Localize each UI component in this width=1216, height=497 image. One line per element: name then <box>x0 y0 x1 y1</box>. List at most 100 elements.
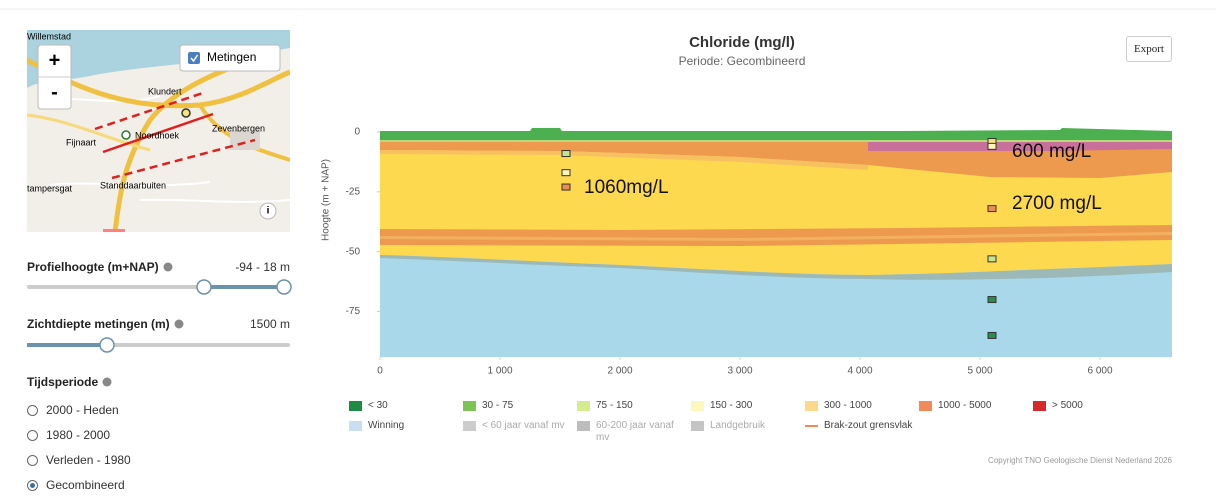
slider-value: -94 - 18 m <box>235 260 290 274</box>
map-marker <box>103 229 125 232</box>
legend-label: 150 - 300 <box>710 400 753 411</box>
measurement <box>987 205 997 213</box>
map-place: Willemstad <box>27 31 71 41</box>
legend-item[interactable]: 60-200 jaar vanaf mv <box>577 420 689 444</box>
period-option[interactable]: 1980 - 2000 <box>27 428 110 442</box>
slider-handle[interactable] <box>99 337 115 353</box>
measurement <box>987 331 997 339</box>
x-tick-label: 4 000 <box>847 366 872 377</box>
map-place: Noordhoek <box>135 130 180 140</box>
radio-button[interactable] <box>27 479 38 491</box>
radio-label[interactable]: 2000 - Heden <box>46 403 119 417</box>
legend-swatch <box>577 401 590 411</box>
checkbox[interactable] <box>188 52 200 64</box>
legend-swatch <box>463 421 476 431</box>
legend-swatch <box>349 401 362 411</box>
chart: Chloride (mg/l) Periode: Gecombineerd Ho… <box>321 34 1172 377</box>
zoom-out[interactable]: - <box>51 81 58 103</box>
chart-subtitle: Periode: Gecombineerd <box>679 54 806 68</box>
slider-handle[interactable] <box>276 279 292 295</box>
legend-label: > 5000 <box>1052 400 1083 411</box>
legend-swatch <box>691 421 704 431</box>
map-info-label[interactable]: i <box>267 206 270 217</box>
legend-item[interactable]: < 60 jaar vanaf mv <box>463 420 575 432</box>
period-label: Tijdsperiode <box>27 375 99 389</box>
measurement <box>987 296 997 304</box>
map-place: Zevenbergen <box>212 123 265 133</box>
layer-toggle-label[interactable]: Metingen <box>207 50 256 64</box>
legend-item[interactable]: Brak-zout grensvlak <box>805 420 917 432</box>
legend-item[interactable]: < 30 <box>349 400 461 412</box>
map-measurement[interactable] <box>181 108 191 118</box>
map-info[interactable] <box>259 202 277 220</box>
annotation: 600 mg/L <box>1012 141 1091 162</box>
radio-label[interactable]: Verleden - 1980 <box>46 453 131 467</box>
legend-swatch <box>919 401 932 411</box>
chart-title: Chloride (mg/l) <box>689 34 795 51</box>
map-town <box>230 130 260 150</box>
legend-item[interactable]: 300 - 1000 <box>805 400 917 412</box>
x-tick-label: 3 000 <box>727 366 752 377</box>
profile-buffer <box>111 138 256 180</box>
legend-label: < 60 jaar vanaf mv <box>482 420 565 431</box>
x-tick-label: 6 000 <box>1087 366 1112 377</box>
map[interactable]: Willemstad Klundert Noordhoek Fijnaart Z… <box>27 30 290 233</box>
slider-range <box>204 285 284 289</box>
layer-grey <box>380 255 1172 280</box>
legend-item[interactable]: 1000 - 5000 <box>919 400 1031 412</box>
period-option[interactable]: Verleden - 1980 <box>27 453 131 467</box>
layer-toggle[interactable] <box>179 44 281 72</box>
legend-item[interactable]: 150 - 300 <box>691 400 803 412</box>
legend-item[interactable]: > 5000 <box>1033 400 1145 412</box>
legend-item[interactable]: 30 - 75 <box>463 400 575 412</box>
radio-label[interactable]: Gecombineerd <box>46 478 125 492</box>
slider-handle[interactable] <box>196 279 212 295</box>
copyright: Copyright TNO Geologische Dienst Nederla… <box>988 456 1172 465</box>
map-measurement[interactable] <box>121 130 131 140</box>
slider-label: Zichtdiepte metingen (m) <box>27 317 170 331</box>
radio-button[interactable] <box>27 404 38 416</box>
legend-label: Brak-zout grensvlak <box>824 420 913 431</box>
legend-label: 75 - 150 <box>596 400 633 411</box>
legend-label: 300 - 1000 <box>824 400 872 411</box>
radio-button[interactable] <box>27 429 38 441</box>
info-icon[interactable] <box>163 262 173 272</box>
zoom-in[interactable]: + <box>49 49 61 71</box>
period-option[interactable]: Gecombineerd <box>27 478 125 492</box>
layer-blue <box>380 255 1172 357</box>
layer-orange-band <box>380 225 1172 246</box>
layer-transition <box>380 150 868 170</box>
slider-label: Profielhoogte (m+NAP) <box>27 260 159 274</box>
legend-label: Winning <box>368 420 405 431</box>
profile-buffer <box>94 90 207 131</box>
info-icon[interactable] <box>102 377 112 387</box>
layer-light-green <box>380 140 1172 142</box>
y-tick-label: 0 <box>354 127 360 138</box>
legend-label: 30 - 75 <box>482 400 514 411</box>
export-button[interactable]: Export <box>1126 36 1172 62</box>
legend-label: Landgebruik <box>710 420 766 431</box>
radio-label[interactable]: 1980 - 2000 <box>46 428 111 442</box>
measurement <box>561 183 571 191</box>
map-place: tampersgat <box>27 183 73 193</box>
legend-swatch <box>805 425 818 427</box>
legend-item[interactable]: Winning <box>349 420 461 432</box>
legend-swatch <box>349 421 362 431</box>
layer-pink <box>868 142 1172 151</box>
map-highway <box>112 65 231 232</box>
y-tick-label: -75 <box>346 306 361 317</box>
period-option[interactable]: 2000 - Heden <box>27 403 119 417</box>
x-tick-label: 0 <box>377 366 383 377</box>
legend-label: < 30 <box>368 400 388 411</box>
measurement <box>561 150 571 158</box>
info-icon[interactable] <box>174 319 184 329</box>
radio-button[interactable] <box>27 454 38 466</box>
map-place: Standdaarbuiten <box>100 180 166 190</box>
measurement <box>561 169 571 177</box>
profile-line <box>102 112 214 154</box>
checkmark <box>190 54 199 63</box>
legend-item[interactable]: Landgebruik <box>691 420 803 432</box>
legend-item[interactable]: 75 - 150 <box>577 400 689 412</box>
